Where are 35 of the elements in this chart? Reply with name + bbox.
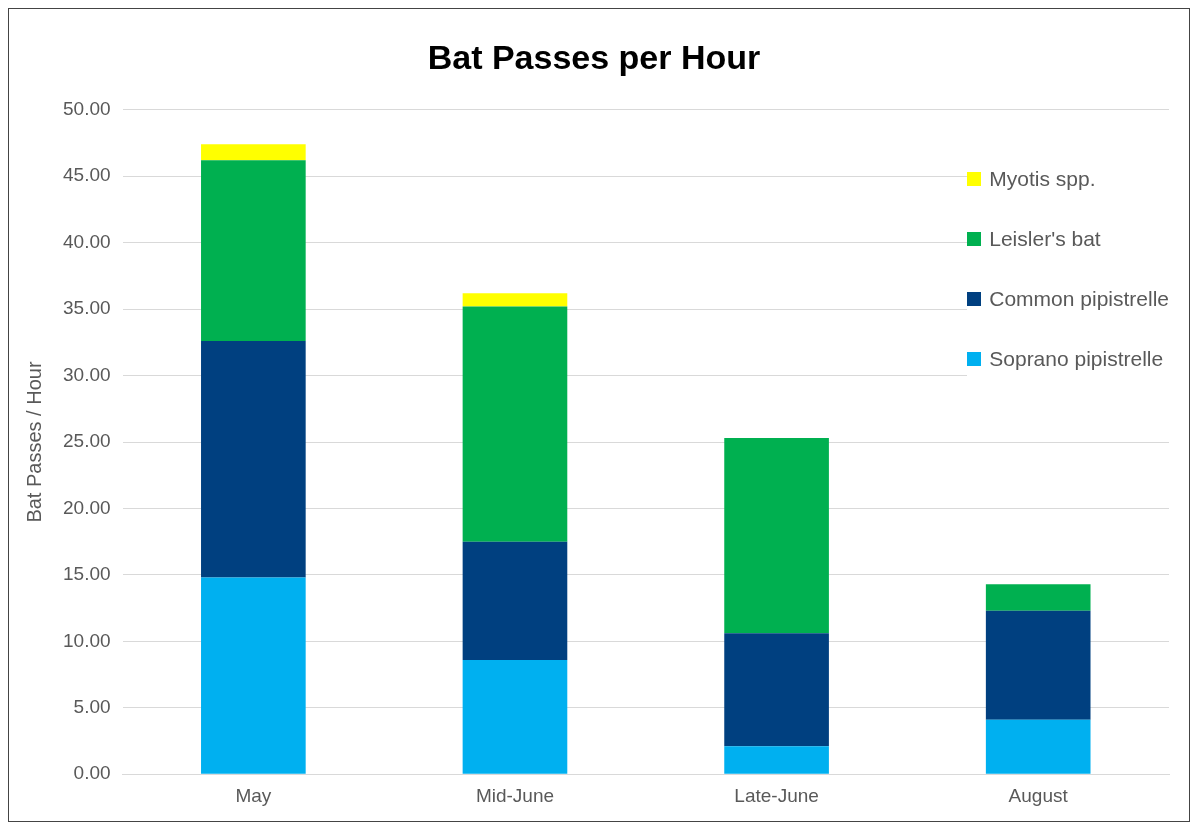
y-tick-label: 20.00 bbox=[63, 496, 111, 518]
y-tick-label: 40.00 bbox=[63, 230, 111, 252]
bar bbox=[724, 633, 829, 747]
y-tick-label: 45.00 bbox=[63, 164, 111, 186]
y-tick-label: 10.00 bbox=[63, 629, 111, 651]
bar bbox=[985, 719, 1091, 774]
legend-label: Myotis spp. bbox=[989, 167, 1096, 191]
legend-label: Common pipistrelle bbox=[989, 287, 1169, 311]
x-tick-label: May bbox=[235, 784, 272, 806]
bar bbox=[724, 438, 829, 634]
x-tick-label: Late-June bbox=[734, 784, 819, 806]
y-tick-label: 30.00 bbox=[63, 363, 111, 385]
chart-title: Bat Passes per Hour bbox=[427, 37, 761, 76]
bar bbox=[201, 341, 306, 578]
bar bbox=[462, 541, 568, 660]
y-tick-label: 25.00 bbox=[63, 430, 111, 452]
x-tick-label: August bbox=[1008, 784, 1069, 806]
y-tick-label: 5.00 bbox=[73, 695, 111, 717]
bar bbox=[462, 293, 568, 307]
y-tick-label: 0.00 bbox=[73, 762, 111, 784]
legend-label: Leisler's bat bbox=[989, 227, 1101, 251]
bar bbox=[985, 610, 1091, 720]
y-tick-label: 35.00 bbox=[63, 297, 111, 319]
bar bbox=[201, 577, 306, 774]
y-tick-label: 50.00 bbox=[63, 98, 111, 120]
bar bbox=[462, 306, 568, 542]
bar bbox=[985, 584, 1091, 611]
bar bbox=[724, 746, 829, 774]
bar bbox=[201, 144, 306, 161]
x-tick-label: Mid-June bbox=[475, 784, 555, 806]
bar bbox=[462, 659, 568, 774]
legend-label: Soprano pipistrelle bbox=[989, 347, 1164, 371]
y-axis-title: Bat Passes / Hour bbox=[22, 361, 45, 523]
y-tick-label: 15.00 bbox=[63, 563, 111, 585]
bar bbox=[201, 160, 306, 342]
